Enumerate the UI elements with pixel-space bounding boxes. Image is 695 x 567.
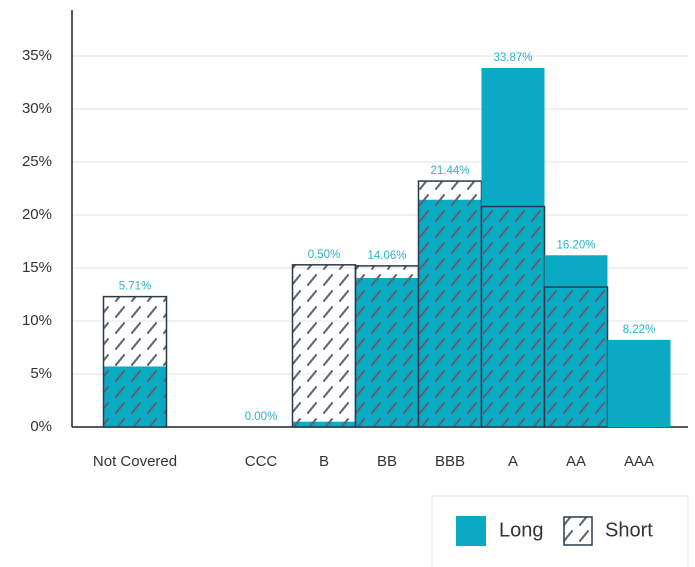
value-label: 14.06% <box>367 250 406 262</box>
x-tick-label: AAA <box>624 453 654 470</box>
value-label: 21.44% <box>430 165 469 177</box>
x-tick-label: Not Covered <box>93 453 177 470</box>
y-tick-label: 35% <box>22 47 52 64</box>
bar-short <box>354 265 420 428</box>
y-tick-label: 0% <box>30 418 52 435</box>
x-tick-label: AA <box>566 453 586 470</box>
legend-label: Long <box>499 519 544 541</box>
value-label: 33.87% <box>493 52 532 64</box>
y-tick-label: 20% <box>22 206 52 223</box>
value-label: 0.50% <box>308 249 341 261</box>
x-tick-label: CCC <box>245 453 278 470</box>
x-tick-label: A <box>508 453 518 470</box>
value-label: 5.71% <box>119 281 152 293</box>
legend-swatch <box>456 516 486 546</box>
bar-short <box>480 205 546 428</box>
y-tick-label: 25% <box>22 153 52 170</box>
x-tick-label: BBB <box>435 453 465 470</box>
value-label: 8.22% <box>623 324 656 336</box>
value-label: 0.00% <box>245 411 278 423</box>
bar-long <box>607 339 671 427</box>
bar-short <box>102 295 168 428</box>
bar-short <box>417 180 483 428</box>
legend-swatch <box>563 516 593 546</box>
legend-label: Short <box>605 519 653 541</box>
x-tick-label: B <box>319 453 329 470</box>
y-tick-label: 5% <box>30 365 52 382</box>
y-tick-label: 30% <box>22 100 52 117</box>
y-tick-label: 15% <box>22 259 52 276</box>
bar-short <box>291 264 357 428</box>
value-label: 16.20% <box>556 239 595 251</box>
x-tick-label: BB <box>377 453 397 470</box>
y-tick-label: 10% <box>22 312 52 329</box>
bar-short <box>543 286 609 428</box>
